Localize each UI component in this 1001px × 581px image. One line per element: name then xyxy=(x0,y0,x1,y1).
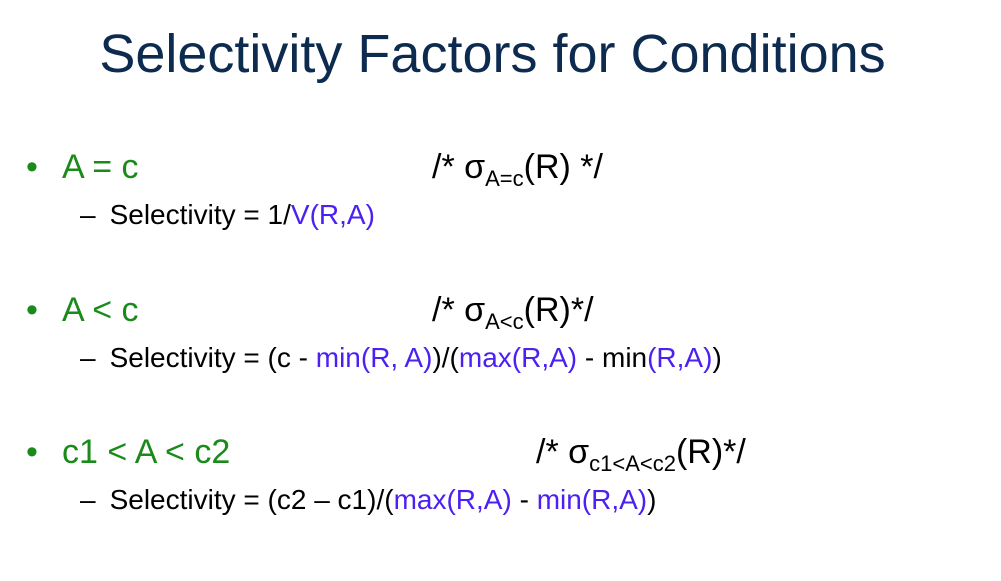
selectivity-text: ) xyxy=(647,484,657,515)
selectivity-highlight: max(R,A) xyxy=(393,484,512,515)
comment-close: (R)*/ xyxy=(675,433,746,471)
selectivity-highlight: max(R,A) xyxy=(458,342,578,373)
selectivity-line-equals: – Selectivity = 1/V(R,A) xyxy=(80,197,375,233)
selectivity-highlight: V(R,A) xyxy=(290,199,375,230)
selectivity-text: Selectivity = (c2 – c1)/( xyxy=(109,484,394,515)
selectivity-text: - min xyxy=(577,342,648,373)
bullet-dot: • xyxy=(26,291,38,329)
dash-marker: – xyxy=(80,342,96,373)
selectivity-text: )/( xyxy=(432,342,459,373)
comment-close: (R)*/ xyxy=(523,291,594,329)
comment-open: /* σ xyxy=(536,433,590,471)
selection-comment: /* σc1<A<c2(R)*/ xyxy=(536,430,746,476)
comment-open: /* σ xyxy=(432,148,486,186)
bullet-dot: • xyxy=(26,148,38,186)
dash-marker: – xyxy=(80,484,96,515)
dash-marker: – xyxy=(80,199,96,230)
selectivity-highlight: min(R, A) xyxy=(315,342,433,373)
comment-open: /* σ xyxy=(432,291,486,329)
selectivity-highlight: min(R,A) xyxy=(536,484,648,515)
selectivity-text: ) xyxy=(712,342,722,373)
slide-title: Selectivity Factors for Conditions xyxy=(99,24,886,84)
selectivity-text: - xyxy=(511,484,537,515)
bullet-dot: • xyxy=(26,433,38,471)
selectivity-line-less-than: – Selectivity = (c - min(R, A))/(max(R,A)… xyxy=(80,340,722,376)
sigma-subscript: A=c xyxy=(485,166,524,191)
selection-comment: /* σA<c(R)*/ xyxy=(432,288,594,334)
selection-comment: /* σA=c(R) */ xyxy=(432,145,603,191)
condition-label: A < c xyxy=(62,291,139,329)
selectivity-text: Selectivity = 1/ xyxy=(109,199,291,230)
selectivity-text: Selectivity = (c - xyxy=(109,342,316,373)
selectivity-highlight: (R,A) xyxy=(647,342,713,373)
sigma-subscript: A<c xyxy=(485,309,524,334)
condition-label: A = c xyxy=(62,148,139,186)
sigma-subscript: c1<A<c2 xyxy=(589,451,676,476)
comment-close: (R) */ xyxy=(523,148,603,186)
condition-label: c1 < A < c2 xyxy=(62,433,231,471)
selectivity-line-range: – Selectivity = (c2 – c1)/(max(R,A) - min… xyxy=(80,482,656,518)
